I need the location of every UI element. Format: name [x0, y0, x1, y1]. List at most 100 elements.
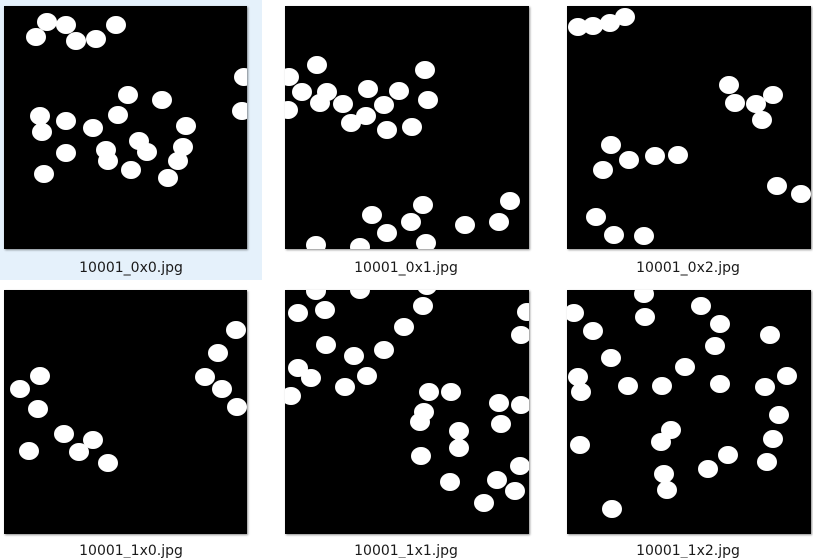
- white-dot: [106, 16, 126, 34]
- file-tile-10001-1x1[interactable]: 10001_1x1.jpg: [275, 282, 537, 558]
- white-dot: [212, 380, 232, 398]
- white-dot: [760, 326, 780, 344]
- white-dot: [489, 213, 509, 231]
- white-dot: [635, 308, 655, 326]
- white-dot: [66, 32, 86, 50]
- white-dot: [791, 185, 811, 203]
- thumbnail-image[interactable]: [285, 6, 529, 249]
- white-dot: [510, 457, 529, 475]
- white-dot: [401, 213, 421, 231]
- white-dot: [56, 144, 76, 162]
- white-dot: [449, 439, 469, 457]
- thumbnail-dots: [567, 290, 797, 518]
- white-dot: [505, 482, 525, 500]
- file-name-label: 10001_1x1.jpg: [354, 543, 458, 558]
- white-dot: [32, 123, 52, 141]
- white-dot: [441, 383, 461, 401]
- white-dot: [333, 95, 353, 113]
- white-dot: [651, 433, 671, 451]
- white-dot: [691, 297, 711, 315]
- white-dot: [173, 138, 193, 156]
- white-dot: [389, 82, 409, 100]
- white-dot: [98, 454, 118, 472]
- white-dot: [315, 301, 335, 319]
- white-dot: [601, 136, 621, 154]
- white-dot: [567, 304, 584, 322]
- white-dot: [675, 358, 695, 376]
- white-dot: [34, 165, 54, 183]
- white-dot: [757, 453, 777, 471]
- white-dot: [358, 80, 378, 98]
- white-dot: [474, 494, 494, 512]
- file-tile-10001-1x2[interactable]: 10001_1x2.jpg: [557, 282, 813, 558]
- thumbnail-image[interactable]: [4, 6, 247, 249]
- thumbnail-dots: [285, 290, 529, 512]
- thumbnail-image[interactable]: [567, 290, 811, 534]
- file-tile-10001-0x1[interactable]: 10001_0x1.jpg: [275, 0, 537, 280]
- thumbnail-image[interactable]: [4, 290, 247, 534]
- white-dot: [28, 400, 48, 418]
- white-dot: [418, 91, 438, 109]
- white-dot: [763, 430, 783, 448]
- white-dot: [226, 321, 246, 339]
- white-dot: [227, 398, 247, 416]
- white-dot: [234, 68, 247, 86]
- white-dot: [705, 337, 725, 355]
- white-dot: [335, 378, 355, 396]
- file-tile-10001-0x2[interactable]: 10001_0x2.jpg: [557, 0, 813, 280]
- white-dot: [108, 106, 128, 124]
- white-dot: [601, 349, 621, 367]
- white-dot: [56, 112, 76, 130]
- white-dot: [487, 471, 507, 489]
- white-dot: [377, 121, 397, 139]
- white-dot: [418, 290, 436, 295]
- white-dot: [419, 383, 439, 401]
- white-dot: [121, 161, 141, 179]
- file-tile-10001-1x0[interactable]: 10001_1x0.jpg: [0, 282, 262, 558]
- white-dot: [307, 56, 327, 74]
- white-dot: [604, 226, 624, 244]
- white-dot: [137, 143, 157, 161]
- white-dot: [718, 446, 738, 464]
- white-dot: [292, 83, 312, 101]
- white-dot: [657, 481, 677, 499]
- white-dot: [618, 377, 638, 395]
- white-dot: [288, 359, 308, 377]
- white-dot: [413, 196, 433, 214]
- white-dot: [698, 460, 718, 478]
- white-dot: [69, 443, 89, 461]
- white-dot: [449, 422, 469, 440]
- white-dot: [168, 152, 188, 170]
- white-dot: [30, 367, 50, 385]
- white-dot: [634, 227, 654, 245]
- white-dot: [615, 8, 635, 26]
- white-dot: [374, 341, 394, 359]
- white-dot: [593, 161, 613, 179]
- white-dot: [413, 297, 433, 315]
- thumbnail-image[interactable]: [567, 6, 811, 249]
- white-dot: [288, 304, 308, 322]
- white-dot: [416, 234, 436, 249]
- thumbnail-image[interactable]: [285, 290, 529, 534]
- white-dot: [755, 378, 775, 396]
- white-dot: [410, 413, 430, 431]
- white-dot: [195, 368, 215, 386]
- file-name-label: 10001_0x0.jpg: [79, 260, 183, 276]
- white-dot: [362, 206, 382, 224]
- white-dot: [377, 224, 397, 242]
- white-dot: [316, 336, 336, 354]
- white-dot: [176, 117, 196, 135]
- white-dot: [350, 238, 370, 249]
- white-dot: [619, 151, 639, 169]
- white-dot: [571, 383, 591, 401]
- white-dot: [341, 114, 361, 132]
- thumbnail-dots: [285, 56, 520, 249]
- white-dot: [19, 442, 39, 460]
- white-dot: [767, 177, 787, 195]
- white-dot: [440, 473, 460, 491]
- white-dot: [763, 86, 783, 104]
- white-dot: [725, 94, 745, 112]
- file-tile-10001-0x0[interactable]: 10001_0x0.jpg: [0, 0, 262, 280]
- white-dot: [415, 61, 435, 79]
